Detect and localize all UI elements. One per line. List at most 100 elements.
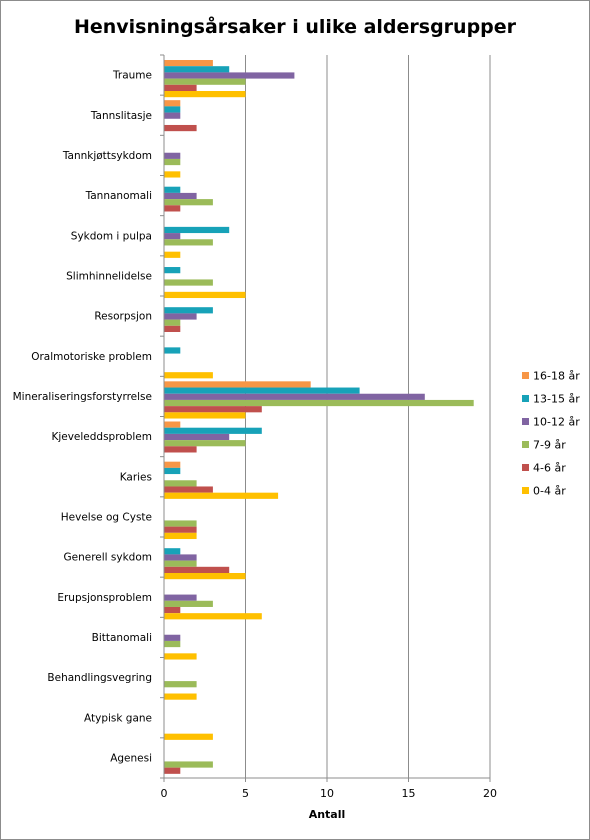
bar xyxy=(164,393,425,400)
bar xyxy=(164,566,230,573)
axes xyxy=(160,54,491,782)
bar xyxy=(164,613,262,620)
bar xyxy=(164,446,197,453)
legend-label: 4-6 år xyxy=(533,462,566,475)
bar xyxy=(164,279,213,286)
category-label: Erupsjonsproblem xyxy=(57,592,152,604)
bar xyxy=(164,532,197,540)
bar xyxy=(164,239,213,246)
bar xyxy=(164,267,181,274)
chart-title: Henvisningsårsaker i ulike aldersgrupper xyxy=(74,14,517,38)
x-tick-label: 0 xyxy=(161,787,168,800)
x-tick-label: 15 xyxy=(402,787,416,800)
bar xyxy=(164,560,197,567)
category-label: Traume xyxy=(112,70,152,82)
bar xyxy=(164,233,181,240)
category-label: Kjeveleddsproblem xyxy=(51,431,152,443)
bar xyxy=(164,433,230,441)
bar xyxy=(164,325,181,332)
category-label: Tannanomali xyxy=(85,190,152,202)
x-tick-label: 20 xyxy=(483,787,497,800)
category-label: Bittanomali xyxy=(92,632,152,644)
bar xyxy=(164,84,197,91)
legend-swatch xyxy=(522,372,529,379)
category-label: Karies xyxy=(120,471,152,483)
legend-swatch xyxy=(522,487,529,494)
category-label: Mineraliseringsforstyrrelse xyxy=(13,391,152,403)
legend-label: 16-18 år xyxy=(533,370,580,383)
bar xyxy=(164,158,181,166)
legend-swatch xyxy=(522,441,529,448)
bar xyxy=(164,226,230,234)
category-label: Atypisk gane xyxy=(84,712,152,724)
bar xyxy=(164,693,197,700)
bar xyxy=(164,421,181,428)
bar xyxy=(164,681,197,688)
category-label: Behandlingsvegring xyxy=(47,672,152,684)
bar xyxy=(164,307,213,314)
category-label: Resorpsjon xyxy=(94,311,152,323)
legend-label: 7-9 år xyxy=(533,439,566,452)
bar xyxy=(164,399,474,407)
bar xyxy=(164,291,246,299)
bar xyxy=(164,486,213,493)
legend-label: 10-12 år xyxy=(533,416,580,429)
category-label: Oralmotoriske problem xyxy=(31,351,152,363)
x-axis-title: Antall xyxy=(309,808,346,821)
bar xyxy=(164,199,213,206)
bar xyxy=(164,124,197,132)
bar xyxy=(164,313,197,320)
legend-swatch xyxy=(522,464,529,471)
legend-swatch xyxy=(522,395,529,402)
bar xyxy=(164,634,181,641)
bar xyxy=(164,520,197,527)
bar xyxy=(164,347,181,354)
bar xyxy=(164,554,197,561)
category-label: Tannkjøttsykdom xyxy=(62,150,152,162)
category-label: Sykdom i pulpa xyxy=(71,230,152,242)
bar xyxy=(164,461,181,468)
bar xyxy=(164,606,181,614)
bar xyxy=(164,492,279,499)
bar xyxy=(164,66,230,73)
bar xyxy=(164,78,246,85)
legend: 16-18 år 13-15 år 10-12 år 7-9 år 4-6 år 0-4 … xyxy=(522,370,580,498)
legend-label: 13-15 år xyxy=(533,393,580,406)
legend-label: 0-4 år xyxy=(533,485,566,498)
bar xyxy=(164,381,311,388)
bar xyxy=(164,548,181,555)
bar xyxy=(164,106,181,113)
bar xyxy=(164,573,246,580)
category-label: Agenesi xyxy=(110,752,152,764)
bars xyxy=(164,60,474,774)
bar xyxy=(164,192,197,200)
bar xyxy=(164,767,181,774)
legend-swatch xyxy=(522,418,529,425)
bar xyxy=(164,251,181,258)
bar xyxy=(164,205,181,212)
bar xyxy=(164,526,197,533)
bar xyxy=(164,60,213,67)
bar xyxy=(164,372,213,379)
bar xyxy=(164,186,181,193)
bar xyxy=(164,480,197,487)
bar xyxy=(164,733,213,740)
bar xyxy=(164,467,181,475)
x-tick-label: 5 xyxy=(242,787,249,800)
gridlines xyxy=(245,55,491,778)
bar xyxy=(164,387,360,394)
bar xyxy=(164,152,181,159)
category-labels: Traume Tannslitasje Tannkjøttsykdom Tannano… xyxy=(13,70,152,765)
category-label: Tannslitasje xyxy=(90,110,152,122)
x-tick-label: 10 xyxy=(320,787,334,800)
category-label: Slimhinnelidelse xyxy=(66,270,152,282)
bar xyxy=(164,440,246,447)
bar xyxy=(164,100,181,107)
bar xyxy=(164,319,181,326)
tick-labels: 0 5 10 15 20 xyxy=(161,787,498,800)
bar xyxy=(164,91,246,98)
bar xyxy=(164,171,181,178)
category-label: Hevelse og Cyste xyxy=(61,511,152,523)
